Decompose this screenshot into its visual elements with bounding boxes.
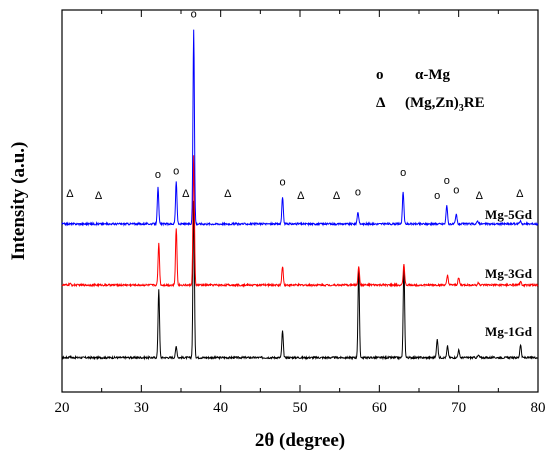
series-labels: Mg-1Gd Mg-3Gd Mg-5Gd [485,207,533,339]
series-line-mg-3gd [61,155,539,288]
mgznre-marker-10: Δ [95,190,103,202]
legend: o α-Mg Δ (Mg,Zn)3RE [376,67,485,114]
alpha-mg-marker-5: o [400,167,406,179]
series-line-mg-5gd [61,29,539,227]
series-label-mg-3gd: Mg-3Gd [485,266,533,281]
x-tick-label-1: 30 [134,400,149,416]
x-tick-label-2: 40 [213,400,228,416]
legend-symbol-alpha-mg: o [376,67,384,83]
alpha-mg-marker-0: o [191,9,197,21]
series-label-mg-5gd: Mg-5Gd [485,207,533,222]
x-tick-label-5: 70 [451,400,466,416]
alpha-mg-marker-3: o [279,177,285,189]
x-tick-label-0: 20 [55,400,70,416]
alpha-mg-marker-2: o [173,165,179,177]
legend-label-mgznre-sub: 3 [459,103,464,114]
legend-label-mgznre-main: (Mg,Zn) [405,95,459,111]
legend-label-mgznre-suffix: RE [464,95,485,111]
x-tick-label-4: 60 [372,400,387,416]
y-axis-title: Intensity (a.u.) [8,142,29,261]
alpha-mg-marker-7: o [444,175,450,187]
x-ticks [61,10,539,392]
alpha-mg-marker-8: o [453,184,459,196]
mgznre-marker-11: Δ [182,188,190,200]
mgznre-marker-13: Δ [297,190,305,202]
x-tick-label-3: 50 [293,400,308,416]
x-axis-title: 2θ (degree) [255,430,345,451]
series-lines [61,29,539,361]
series-label-mg-1gd: Mg-1Gd [485,324,533,339]
series-line-mg-1gd [61,200,539,361]
legend-label-alpha-mg: α-Mg [415,67,451,83]
x-tick-labels: 20 30 40 50 60 70 80 [55,400,546,416]
mgznre-marker-9: Δ [66,188,74,200]
mgznre-marker-12: Δ [224,188,232,200]
legend-symbol-mgznre: Δ [376,95,386,111]
alpha-mg-marker-6: o [434,190,440,202]
alpha-mg-marker-1: o [155,169,161,181]
mgznre-marker-16: Δ [516,188,524,200]
mgznre-marker-14: Δ [333,190,341,202]
alpha-mg-marker-4: o [355,186,361,198]
mgznre-marker-15: Δ [476,190,484,202]
legend-label-mgznre: (Mg,Zn)3RE [405,95,485,114]
x-tick-label-6: 80 [531,400,546,416]
